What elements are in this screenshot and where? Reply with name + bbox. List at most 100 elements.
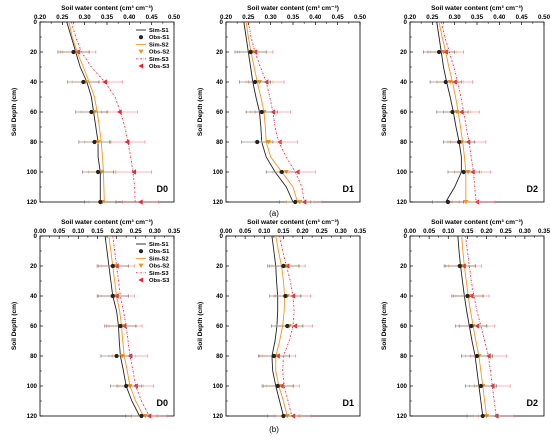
x-tick-label: 0.20 xyxy=(481,228,494,235)
x-tick-label: 0.30 xyxy=(149,228,162,235)
obs-s3-point xyxy=(131,169,136,175)
legend-swatch xyxy=(138,49,144,54)
obs-s1-point xyxy=(445,199,451,205)
obs-s3-point xyxy=(116,109,122,115)
legend-swatch xyxy=(138,249,144,254)
panel-a-d1: 0.20 0.25 0.30 0.35 0.40 0.45 0.50 0 20 40 60 80 100… xyxy=(213,14,367,206)
legend-entry: Sim-S2 xyxy=(149,42,169,48)
legend-entry: Obs-S1 xyxy=(149,35,170,41)
x-tick-label: 0.10 xyxy=(442,228,455,235)
x-tick-label: 0.10 xyxy=(258,228,271,235)
y-tick-label: 0 xyxy=(404,233,408,240)
obs-s1-point xyxy=(98,199,103,205)
x-tick-label: 0.35 xyxy=(471,14,484,21)
y-tick-label: 20 xyxy=(400,263,407,270)
obs-s1-point xyxy=(436,49,442,55)
x-tick-label: 0.30 xyxy=(335,228,348,235)
y-tick-label: 40 xyxy=(30,79,37,86)
obs-s1-point xyxy=(89,109,94,115)
obs-s1-point xyxy=(281,413,286,419)
x-tick-label: 0.35 xyxy=(354,228,367,235)
y-tick-label: 100 xyxy=(27,383,38,390)
obs-s1-point xyxy=(252,79,258,85)
obs-s1-point xyxy=(118,323,123,329)
y-tick-label: 80 xyxy=(216,139,223,146)
x-tick-label: 0.05 xyxy=(239,228,252,235)
obs-s1-point xyxy=(124,383,129,389)
y-tick-label: 40 xyxy=(216,79,223,86)
obs-s3-point xyxy=(124,139,130,145)
x-tick-label: 0.35 xyxy=(101,14,114,21)
obs-s1-point xyxy=(293,199,298,205)
x-tick-label: 0.20 xyxy=(34,14,47,21)
y-tick-label: 20 xyxy=(30,49,37,56)
panel-a-d2: 0.20 0.25 0.30 0.35 0.40 0.45 0.50 0 20 40 60 80 100… xyxy=(397,14,550,206)
y-tick-label: 80 xyxy=(216,353,223,360)
obs-s1-point xyxy=(450,109,455,115)
panel-label: D0 xyxy=(156,398,168,408)
x-tick-label: 0.30 xyxy=(265,14,278,21)
panel-label: D2 xyxy=(526,398,538,408)
panel-b-d2: 0.00 0.05 0.10 0.15 0.20 0.25 0.30 0.35 0 20 40 60 8… xyxy=(397,228,550,420)
obs-s1-point xyxy=(92,139,97,145)
panel-a-d0: 0.20 0.25 0.30 0.35 0.40 0.45 0.50 0 20 40 60 80 100… xyxy=(27,14,181,206)
x-tick-label: 0.30 xyxy=(519,228,532,235)
panel-label: D1 xyxy=(342,184,354,194)
y-tick-label: 80 xyxy=(30,353,37,360)
obs-s1-point xyxy=(465,293,470,299)
y-tick-label: 60 xyxy=(30,109,37,116)
x-tick-label: 0.40 xyxy=(123,14,136,21)
y-tick-label: 100 xyxy=(397,383,408,390)
x-tick-label: 0.20 xyxy=(297,228,310,235)
y-tick-label: 80 xyxy=(30,139,37,146)
obs-s1-point xyxy=(461,169,466,175)
y-tick-label: 120 xyxy=(213,413,224,420)
y-tick-label: 0 xyxy=(220,19,224,26)
obs-s1-point xyxy=(275,383,280,389)
obs-s1-point xyxy=(281,263,286,269)
x-tick-label: 0.30 xyxy=(79,14,92,21)
x-tick-label: 0.05 xyxy=(423,228,436,235)
obs-s1-point xyxy=(478,383,483,389)
legend-entry: Sim-S1 xyxy=(149,242,169,248)
obs-s1-point xyxy=(255,139,260,145)
y-tick-label: 60 xyxy=(400,323,407,330)
y-tick-label: 100 xyxy=(27,169,38,176)
y-tick-label: 120 xyxy=(213,199,224,206)
x-tick-label: 0.50 xyxy=(168,14,181,21)
y-tick-label: 40 xyxy=(400,79,407,86)
panel-label: D1 xyxy=(342,398,354,408)
legend-swatch xyxy=(138,263,144,268)
y-axis-title: Soil Depth (cm) xyxy=(197,88,204,136)
x-tick-label: 0.15 xyxy=(277,228,290,235)
x-tick-label: 0.20 xyxy=(404,14,417,21)
y-tick-label: 100 xyxy=(397,169,408,176)
obs-s1-point xyxy=(285,323,290,329)
x-tick-label: 0.25 xyxy=(426,14,439,21)
x-tick-label: 0.00 xyxy=(404,228,417,235)
legend-swatch xyxy=(138,277,144,283)
y-tick-label: 120 xyxy=(27,199,38,206)
x-tick-label: 0.25 xyxy=(56,14,69,21)
y-tick-label: 40 xyxy=(30,293,37,300)
y-tick-label: 20 xyxy=(216,263,223,270)
x-axis-title: Soil water content (cm³ cm⁻³) xyxy=(61,219,153,226)
x-axis-title: Soil water content (cm³ cm⁻³) xyxy=(61,5,153,12)
x-tick-label: 0.05 xyxy=(53,228,66,235)
legend-entry: Obs-S2 xyxy=(149,50,169,56)
y-axis-title: Soil Depth (cm) xyxy=(381,302,388,350)
obs-s1-point xyxy=(139,413,144,419)
panel-b-d0: 0.00 0.05 0.10 0.15 0.20 0.25 0.30 0.35 0 20 40 60 8… xyxy=(27,228,181,420)
y-axis-title: Soil Depth (cm) xyxy=(11,302,18,350)
y-tick-label: 60 xyxy=(30,323,37,330)
panel-label: D0 xyxy=(156,184,168,194)
obs-s1-point xyxy=(480,413,485,419)
y-tick-label: 0 xyxy=(220,233,224,240)
legend-entry: Obs-S3 xyxy=(149,64,170,70)
obs-s1-point xyxy=(279,169,284,175)
legend-swatch xyxy=(138,63,144,69)
x-tick-label: 0.40 xyxy=(493,14,506,21)
x-tick-label: 0.50 xyxy=(538,14,550,21)
obs-s1-point xyxy=(81,79,86,85)
x-tick-label: 0.10 xyxy=(72,228,85,235)
